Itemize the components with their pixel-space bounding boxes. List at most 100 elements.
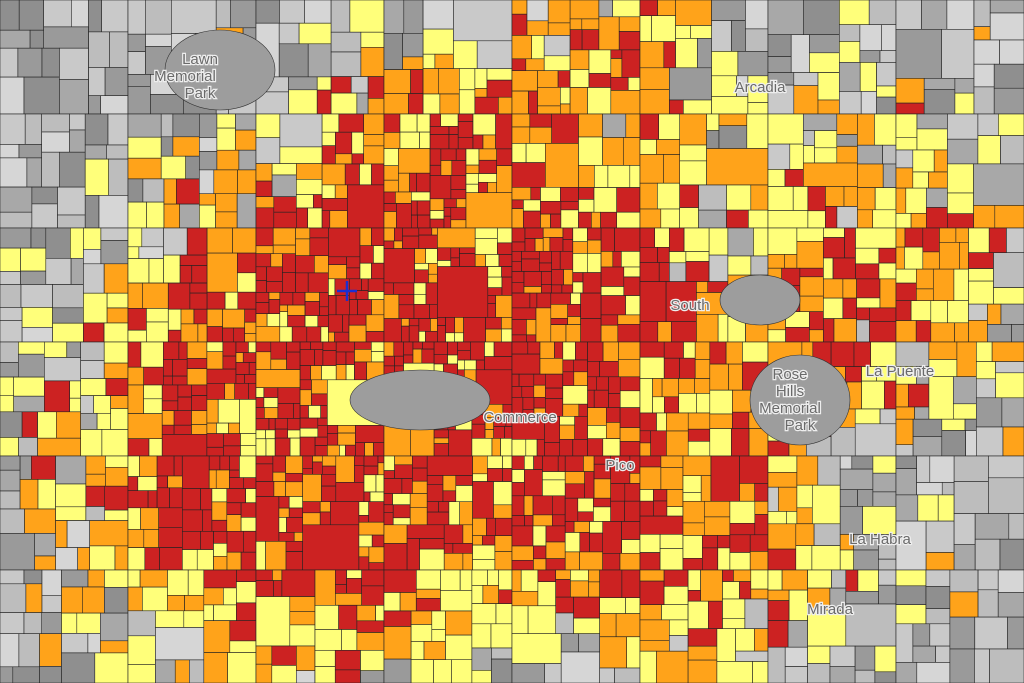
tract bbox=[575, 341, 588, 361]
tract bbox=[30, 227, 47, 249]
tract bbox=[562, 239, 573, 252]
tract bbox=[127, 384, 144, 414]
tract bbox=[659, 548, 684, 571]
tract bbox=[739, 455, 769, 484]
tract bbox=[838, 41, 861, 63]
tract bbox=[206, 433, 224, 448]
tract bbox=[823, 237, 845, 259]
tract bbox=[338, 113, 364, 133]
tract bbox=[953, 455, 989, 482]
tract bbox=[383, 93, 409, 115]
tract bbox=[925, 520, 955, 553]
tract bbox=[85, 485, 106, 507]
tract bbox=[657, 247, 670, 263]
tract bbox=[564, 483, 586, 499]
tract bbox=[100, 612, 129, 642]
tract bbox=[445, 332, 455, 343]
tract bbox=[371, 163, 385, 186]
tract bbox=[0, 227, 32, 249]
tract bbox=[433, 437, 450, 444]
tract bbox=[823, 278, 844, 299]
tract bbox=[895, 383, 909, 408]
tract bbox=[80, 395, 94, 414]
tract bbox=[482, 585, 499, 604]
tract bbox=[393, 282, 415, 295]
tract bbox=[555, 579, 571, 598]
tract bbox=[708, 227, 729, 256]
tract bbox=[433, 429, 450, 439]
tract bbox=[448, 429, 473, 457]
tract bbox=[309, 237, 329, 256]
tract bbox=[410, 641, 425, 661]
tract bbox=[904, 246, 924, 270]
tract bbox=[602, 438, 621, 457]
tract bbox=[687, 569, 701, 591]
tract bbox=[895, 455, 917, 469]
tract bbox=[255, 407, 265, 419]
tract bbox=[664, 396, 680, 414]
tract bbox=[160, 136, 174, 157]
tract bbox=[360, 46, 385, 77]
tract bbox=[286, 341, 301, 353]
tract bbox=[319, 306, 329, 316]
tract bbox=[539, 341, 555, 359]
tract bbox=[708, 254, 729, 282]
tract bbox=[328, 295, 337, 316]
tract bbox=[285, 540, 304, 552]
tract bbox=[744, 598, 769, 630]
tract bbox=[687, 645, 718, 661]
tract bbox=[975, 378, 996, 399]
tract bbox=[238, 149, 257, 171]
tract bbox=[57, 186, 86, 216]
tract bbox=[279, 292, 294, 306]
tract bbox=[279, 113, 323, 148]
tract bbox=[55, 483, 87, 508]
tract bbox=[211, 488, 228, 503]
tract bbox=[843, 186, 858, 207]
tract bbox=[412, 480, 428, 494]
tract bbox=[368, 546, 385, 564]
tract bbox=[339, 444, 346, 457]
tract bbox=[334, 184, 348, 199]
tract bbox=[321, 473, 337, 487]
tract bbox=[511, 482, 525, 497]
tract bbox=[219, 455, 230, 471]
tract bbox=[474, 68, 488, 89]
tract bbox=[429, 134, 450, 150]
tract bbox=[562, 227, 573, 240]
tract bbox=[947, 213, 974, 229]
tract bbox=[802, 130, 815, 146]
tract bbox=[319, 501, 331, 513]
tract bbox=[547, 22, 571, 36]
tract bbox=[550, 292, 571, 305]
tract bbox=[419, 131, 431, 149]
tract bbox=[418, 234, 438, 249]
tract bbox=[356, 604, 376, 622]
tract bbox=[941, 430, 966, 457]
tract bbox=[587, 376, 597, 391]
tract bbox=[977, 113, 999, 136]
tract bbox=[358, 501, 369, 516]
tract bbox=[328, 264, 347, 280]
tract bbox=[302, 473, 322, 502]
tract bbox=[55, 411, 81, 439]
tract bbox=[767, 0, 805, 36]
tract bbox=[593, 478, 611, 499]
tract bbox=[605, 407, 621, 423]
tract bbox=[989, 0, 1024, 14]
tract bbox=[18, 144, 43, 159]
tract bbox=[167, 569, 189, 596]
tract bbox=[304, 0, 332, 24]
tract bbox=[663, 585, 689, 605]
tract bbox=[541, 271, 553, 285]
tract bbox=[367, 76, 385, 99]
tract bbox=[127, 51, 146, 75]
tract bbox=[698, 184, 727, 211]
tract bbox=[839, 549, 855, 571]
tract bbox=[619, 427, 641, 442]
tract bbox=[895, 282, 917, 302]
tract bbox=[440, 590, 473, 612]
tract bbox=[750, 569, 769, 590]
tract bbox=[346, 267, 361, 280]
